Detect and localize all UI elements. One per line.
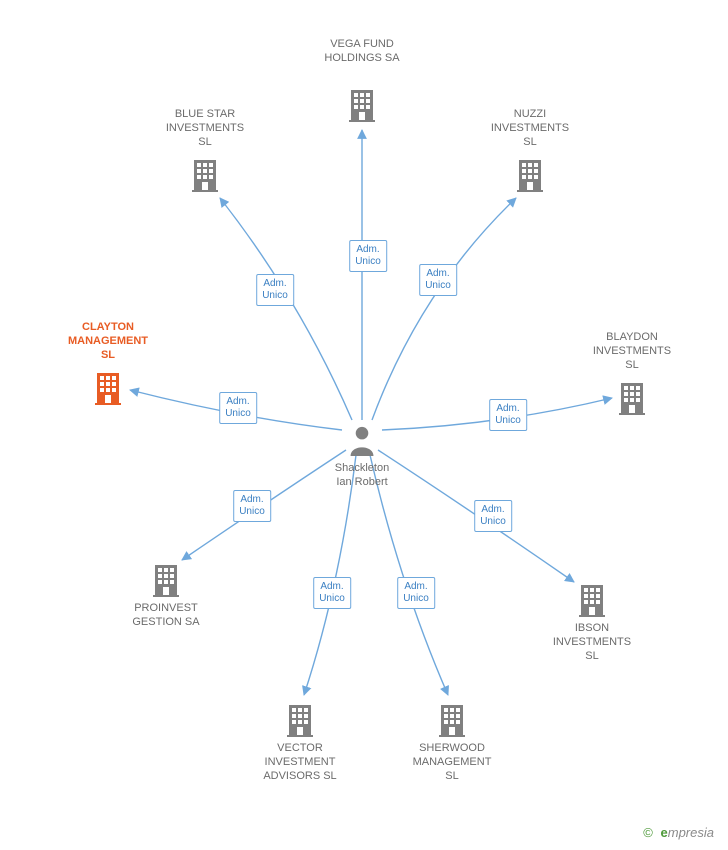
company-node-label: VECTORINVESTMENTADVISORS SL: [245, 742, 355, 783]
building-icon: [577, 583, 607, 617]
company-node-label: BLUE STARINVESTMENTSSL: [150, 108, 260, 149]
company-node-label: CLAYTONMANAGEMENTSL: [53, 321, 163, 362]
building-icon: [617, 381, 647, 415]
edge-label: Adm.Unico: [474, 500, 512, 532]
building-icon: [347, 88, 377, 122]
building-icon: [515, 158, 545, 192]
edge-label: Adm.Unico: [256, 274, 294, 306]
edge-label: Adm.Unico: [219, 392, 257, 424]
edge-label: Adm.Unico: [419, 264, 457, 296]
relationship-edge: [220, 198, 352, 420]
building-icon: [93, 371, 123, 405]
company-node-label: NUZZIINVESTMENTSSL: [475, 108, 585, 149]
relationship-edge: [370, 455, 448, 695]
credit-line: © empresia: [643, 825, 714, 840]
company-node-label: SHERWOODMANAGEMENTSL: [397, 742, 507, 783]
building-icon: [285, 703, 315, 737]
edge-label: Adm.Unico: [313, 577, 351, 609]
center-node-label: ShackletonIan Robert: [312, 462, 412, 490]
company-node-label: PROINVESTGESTION SA: [111, 602, 221, 630]
building-icon: [151, 563, 181, 597]
edge-label: Adm.Unico: [489, 399, 527, 431]
edge-label: Adm.Unico: [397, 577, 435, 609]
edge-label: Adm.Unico: [349, 240, 387, 272]
edge-label: Adm.Unico: [233, 490, 271, 522]
company-node-label: VEGA FUNDHOLDINGS SA: [307, 38, 417, 66]
copyright-symbol: ©: [643, 825, 653, 840]
person-icon: [348, 424, 376, 456]
relationship-edge: [304, 455, 356, 695]
company-node-label: BLAYDONINVESTMENTSSL: [577, 331, 687, 372]
building-icon: [190, 158, 220, 192]
brand-name: empresia: [661, 825, 714, 840]
relationship-edge: [372, 198, 516, 420]
building-icon: [437, 703, 467, 737]
company-node-label: IBSONINVESTMENTSSL: [537, 622, 647, 663]
